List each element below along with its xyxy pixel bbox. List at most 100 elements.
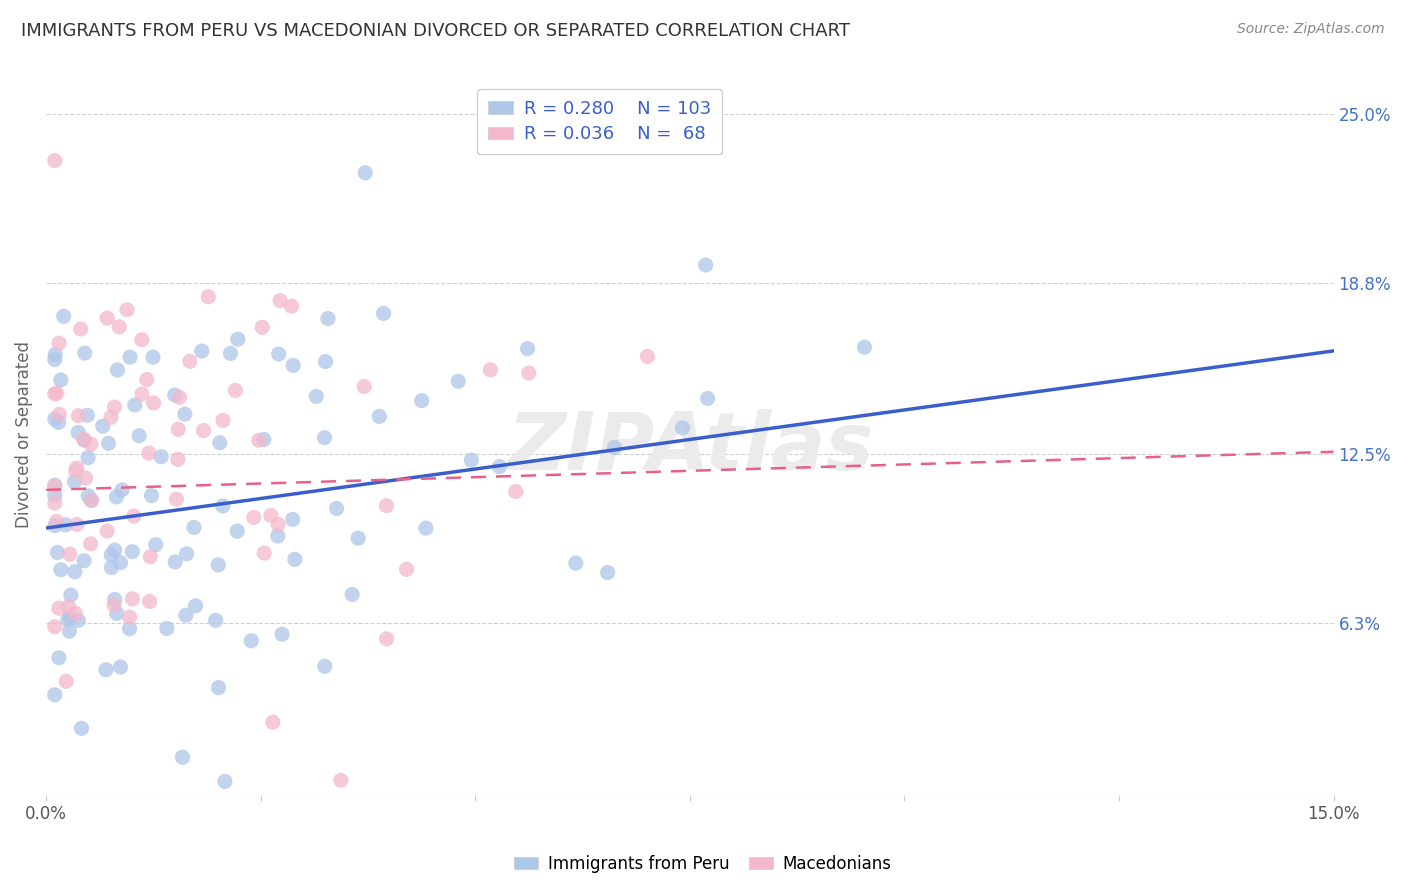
Point: [59, 547, 82, 561]
Legend: R = 0.280    N = 103, R = 0.036    N =  68: R = 0.280 N = 103, R = 0.036 N = 68: [477, 89, 723, 154]
Point: [49, 373, 72, 387]
Point: [211, 499, 233, 513]
Point: [197, 290, 219, 304]
Point: [48, 336, 70, 351]
Point: [253, 546, 276, 560]
Point: [65, 464, 87, 478]
Point: [145, 538, 167, 552]
Point: [131, 387, 153, 401]
Point: [110, 556, 132, 570]
Point: [73, 346, 96, 360]
Point: [150, 450, 173, 464]
Point: [262, 715, 284, 730]
Point: [505, 484, 527, 499]
Text: IMMIGRANTS FROM PERU VS MACEDONIAN DIVORCED OR SEPARATED CORRELATION CHART: IMMIGRANTS FROM PERU VS MACEDONIAN DIVOR…: [21, 22, 851, 40]
Point: [44, 620, 66, 634]
Point: [105, 607, 128, 621]
Point: [46, 545, 69, 559]
Point: [174, 608, 197, 623]
Point: [173, 407, 195, 421]
Point: [316, 311, 339, 326]
Point: [44, 348, 66, 362]
Legend: Immigrants from Peru, Macedonians: Immigrants from Peru, Macedonians: [508, 848, 898, 880]
Point: [73, 434, 96, 448]
Point: [204, 613, 226, 627]
Point: [169, 390, 191, 404]
Point: [44, 153, 66, 168]
Point: [77, 489, 100, 503]
Y-axis label: Divorced or Separated: Divorced or Separated: [15, 341, 32, 527]
Point: [488, 459, 510, 474]
Point: [271, 627, 294, 641]
Point: [247, 434, 270, 448]
Point: [44, 479, 66, 493]
Point: [44, 496, 66, 510]
Point: [118, 350, 141, 364]
Point: [224, 384, 246, 398]
Point: [135, 373, 157, 387]
Point: [172, 750, 194, 764]
Point: [65, 607, 87, 621]
Point: [131, 333, 153, 347]
Point: [281, 359, 304, 373]
Point: [122, 509, 145, 524]
Point: [183, 520, 205, 534]
Point: [696, 392, 718, 406]
Point: [176, 547, 198, 561]
Point: [75, 471, 97, 485]
Point: [226, 524, 249, 538]
Point: [48, 650, 70, 665]
Point: [59, 610, 82, 624]
Point: [165, 555, 187, 569]
Point: [284, 552, 307, 566]
Point: [67, 425, 90, 440]
Point: [853, 340, 876, 354]
Point: [325, 501, 347, 516]
Point: [44, 488, 66, 502]
Point: [121, 544, 143, 558]
Point: [395, 562, 418, 576]
Point: [603, 441, 626, 455]
Point: [103, 400, 125, 414]
Point: [69, 322, 91, 336]
Point: [596, 566, 619, 580]
Point: [73, 433, 96, 447]
Point: [80, 537, 103, 551]
Point: [141, 489, 163, 503]
Point: [91, 419, 114, 434]
Point: [66, 517, 89, 532]
Point: [80, 493, 103, 508]
Text: ZIPAtlas: ZIPAtlas: [506, 409, 873, 487]
Point: [108, 319, 131, 334]
Point: [368, 409, 391, 424]
Point: [73, 554, 96, 568]
Point: [58, 599, 80, 614]
Point: [96, 311, 118, 326]
Point: [411, 393, 433, 408]
Point: [636, 350, 658, 364]
Point: [118, 622, 141, 636]
Point: [52, 310, 75, 324]
Point: [329, 773, 352, 788]
Point: [226, 332, 249, 346]
Point: [460, 453, 482, 467]
Point: [565, 556, 588, 570]
Point: [193, 424, 215, 438]
Point: [97, 436, 120, 450]
Point: [128, 428, 150, 442]
Point: [138, 594, 160, 608]
Point: [260, 508, 283, 523]
Point: [138, 446, 160, 460]
Point: [110, 660, 132, 674]
Point: [163, 388, 186, 402]
Point: [44, 478, 66, 492]
Point: [315, 354, 337, 368]
Point: [48, 408, 70, 422]
Point: [67, 409, 90, 423]
Point: [80, 437, 103, 451]
Point: [671, 421, 693, 435]
Point: [124, 398, 146, 412]
Point: [44, 412, 66, 426]
Point: [353, 379, 375, 393]
Point: [44, 688, 66, 702]
